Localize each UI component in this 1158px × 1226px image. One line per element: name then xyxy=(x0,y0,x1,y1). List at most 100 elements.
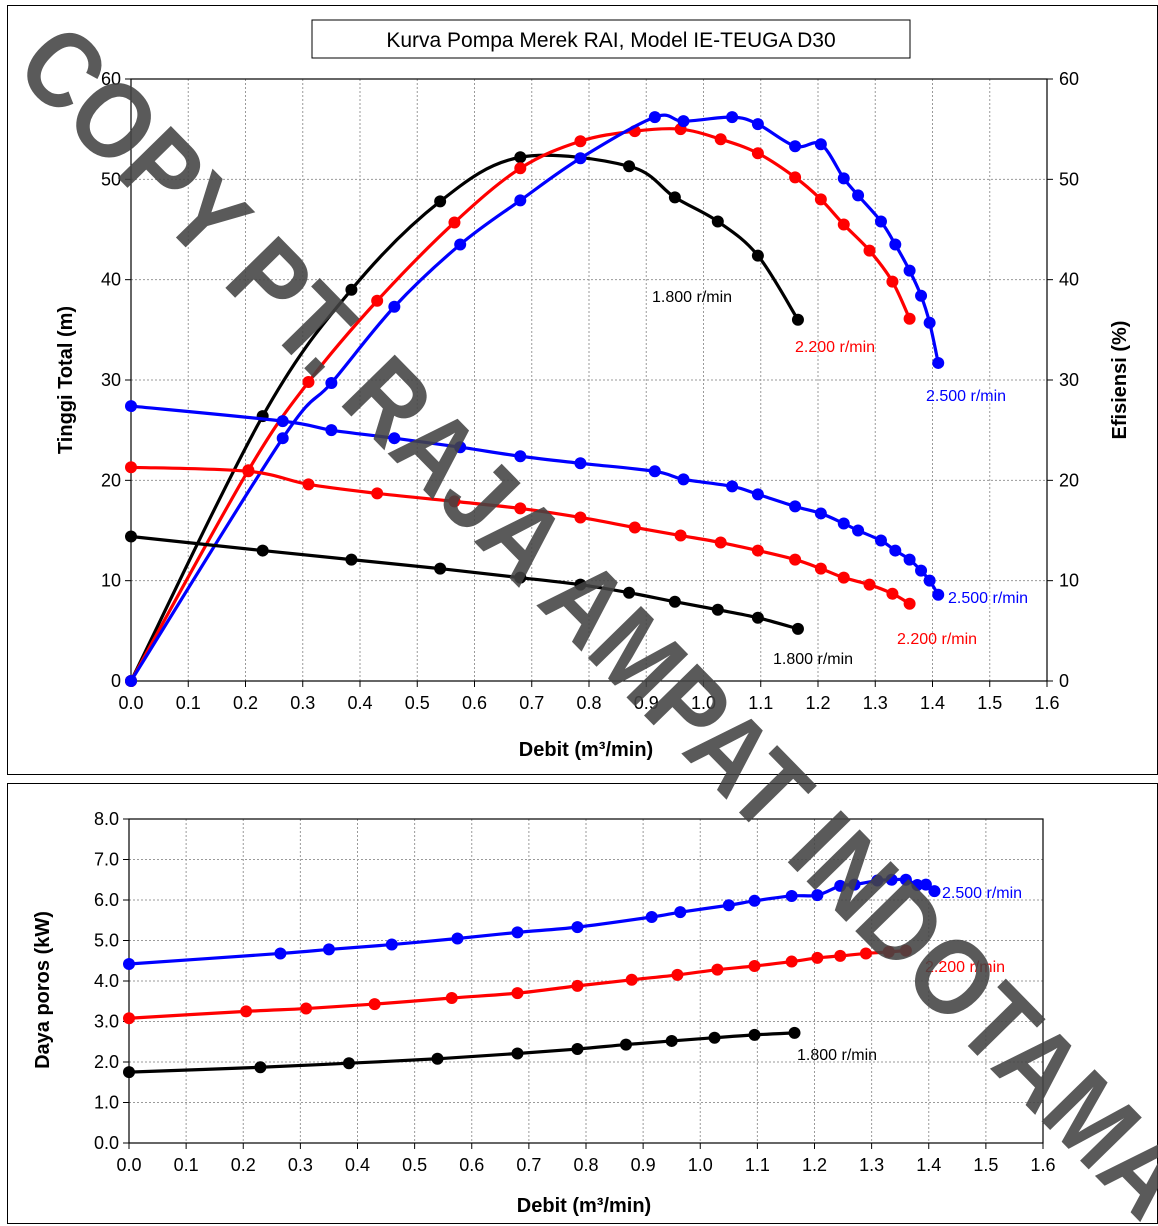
data-point xyxy=(431,1052,444,1065)
data-point xyxy=(677,115,690,128)
data-point xyxy=(623,586,636,599)
x-tick-label: 0.8 xyxy=(576,693,601,713)
data-point xyxy=(302,376,315,389)
data-point xyxy=(434,195,447,208)
data-point xyxy=(325,377,338,390)
data-point xyxy=(923,574,936,587)
data-point xyxy=(511,987,524,1000)
data-point xyxy=(514,162,527,175)
data-point xyxy=(726,480,739,493)
data-point xyxy=(448,216,461,229)
top-y2-axis-label: Efisiensi (%) xyxy=(1109,321,1131,440)
data-point xyxy=(889,238,902,251)
data-point xyxy=(674,529,687,542)
top-x-axis-label: Debit (m³/min) xyxy=(519,739,653,761)
data-point xyxy=(789,171,802,184)
x-tick-label: 0.3 xyxy=(288,1155,313,1175)
y-tick-label: 10 xyxy=(101,571,121,591)
data-point xyxy=(623,160,636,173)
data-point xyxy=(837,517,850,530)
data-point xyxy=(342,1057,355,1070)
data-point xyxy=(125,530,137,543)
data-point xyxy=(726,111,739,124)
y2-tick-label: 30 xyxy=(1059,370,1079,390)
y2-tick-label: 20 xyxy=(1059,470,1079,490)
x-tick-label: 0.4 xyxy=(345,1155,370,1175)
x-tick-label: 1.0 xyxy=(688,1155,713,1175)
data-point xyxy=(915,289,928,302)
data-point xyxy=(514,194,527,207)
x-tick-label: 1.4 xyxy=(916,1155,941,1175)
data-point xyxy=(751,147,764,160)
data-point xyxy=(345,283,358,296)
data-point xyxy=(274,947,287,960)
data-point xyxy=(123,957,135,970)
data-point xyxy=(302,478,315,491)
bottom-label-1800: 1.800 r/min xyxy=(797,1047,877,1064)
data-point xyxy=(791,622,804,635)
y-tick-label: 20 xyxy=(101,470,121,490)
x-tick-label: 1.0 xyxy=(691,693,716,713)
x-tick-label: 0.9 xyxy=(631,1155,656,1175)
top-eff-label-2200: 2.200 r/min xyxy=(795,339,875,356)
data-point xyxy=(434,562,447,575)
data-point xyxy=(871,874,884,887)
x-tick-label: 0.6 xyxy=(462,693,487,713)
data-point xyxy=(852,189,865,202)
y2-tick-label: 40 xyxy=(1059,270,1079,290)
data-point xyxy=(714,133,727,146)
top-eff-label-1800: 1.800 r/min xyxy=(652,289,732,306)
data-point xyxy=(788,1026,801,1039)
data-point xyxy=(863,244,876,257)
data-point xyxy=(619,1038,632,1051)
data-point xyxy=(903,597,916,610)
series-line-2 xyxy=(128,1031,795,1074)
y-tick-label: 4.0 xyxy=(94,971,119,991)
x-tick-label: 0.9 xyxy=(634,693,659,713)
data-point xyxy=(834,879,847,892)
plot-border xyxy=(128,818,1044,1144)
plot-border xyxy=(130,78,1048,682)
data-point xyxy=(748,894,761,907)
data-point xyxy=(848,878,861,891)
x-tick-label: 1.5 xyxy=(973,1155,998,1175)
y-tick-label: 6.0 xyxy=(94,890,119,910)
data-point xyxy=(371,487,384,500)
x-tick-label: 1.5 xyxy=(977,693,1002,713)
data-point xyxy=(928,885,941,898)
y-tick-label: 60 xyxy=(101,69,121,89)
bottom-label-2500: 2.500 r/min xyxy=(942,885,1022,902)
data-point xyxy=(125,461,137,474)
data-point xyxy=(574,578,587,591)
data-point xyxy=(511,926,524,939)
data-point xyxy=(451,932,464,945)
y-tick-label: 40 xyxy=(101,270,121,290)
data-point xyxy=(882,945,895,958)
top-head-label-2500: 2.500 r/min xyxy=(948,590,1028,607)
bottom-plot-area: 0.0 0.1 0.2 0.3 0.4 0.5 0.6 0.7 0.8 0.9 1.0 1.1 1.2 1… xyxy=(94,809,1056,1175)
data-point xyxy=(814,507,827,520)
y-tick-label: 50 xyxy=(101,169,121,189)
data-point xyxy=(322,943,335,956)
data-point xyxy=(919,878,932,891)
data-point xyxy=(903,264,916,277)
data-point xyxy=(903,312,916,325)
data-point xyxy=(708,1031,721,1044)
data-point xyxy=(514,450,527,463)
data-point xyxy=(852,524,865,537)
data-point xyxy=(751,611,764,624)
data-point xyxy=(863,578,876,591)
x-tick-label: 0.0 xyxy=(118,693,143,713)
data-point xyxy=(789,500,802,513)
x-tick-label: 1.1 xyxy=(748,693,773,713)
data-point xyxy=(748,960,761,973)
data-point xyxy=(571,1043,584,1056)
data-point xyxy=(789,553,802,566)
data-point xyxy=(834,949,847,962)
data-point xyxy=(445,992,458,1005)
data-point xyxy=(240,1005,253,1018)
x-tick-label: 1.4 xyxy=(920,693,945,713)
data-point xyxy=(454,238,467,251)
top-plot-area: 0.0 0.1 0.2 0.3 0.4 0.5 0.6 0.7 0.8 0.9 1.0 1.1 1.2 1… xyxy=(101,69,1079,713)
top-eff-label-2500: 2.500 r/min xyxy=(926,388,1006,405)
